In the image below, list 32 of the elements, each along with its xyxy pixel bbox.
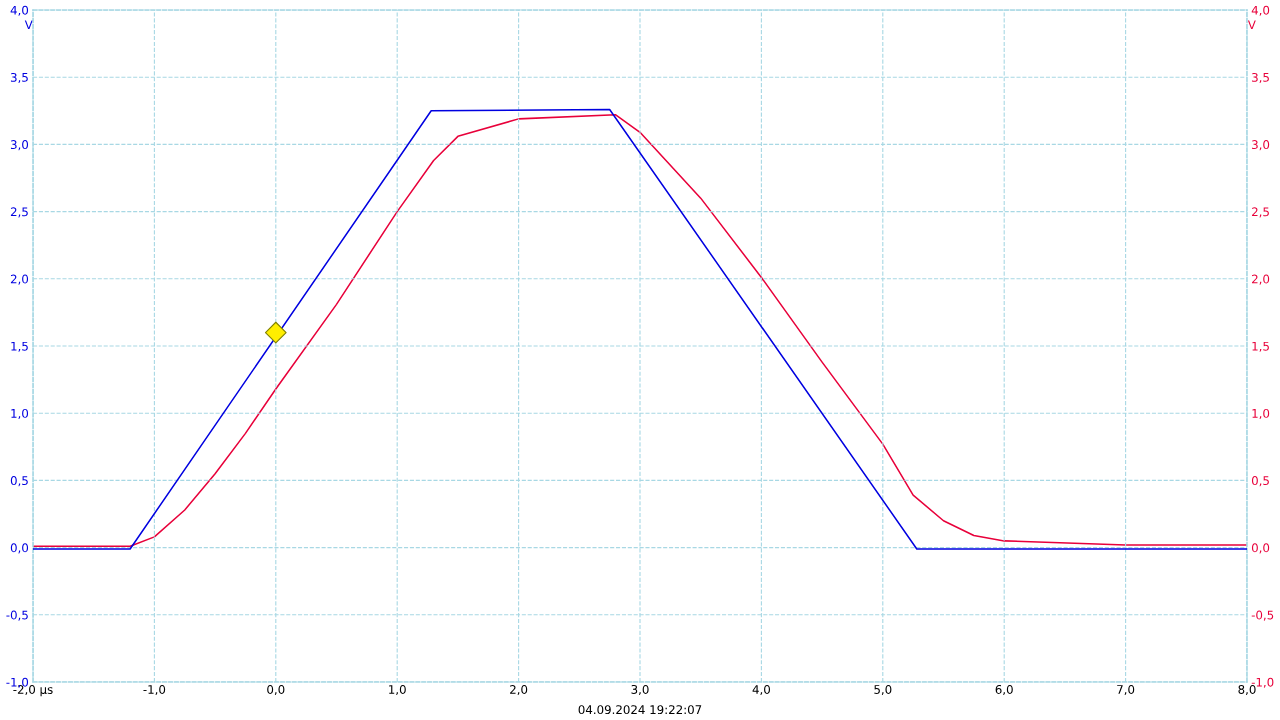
y-tick-label: 2,0 [10,274,29,285]
y2-tick-label: 4,0 [1251,5,1270,16]
y-tick-label: 3,0 [10,140,29,151]
y2-tick-label: 0,0 [1251,543,1270,554]
y2-tick-label: 2,5 [1252,207,1269,218]
x-tick-label: 3,0 [631,684,649,696]
y-tick-label: 1,0 [11,408,29,420]
x-tick-label: 4,0 [752,684,770,696]
x-tick-label: -1,0 [143,684,166,696]
x-tick-label: 6,0 [995,684,1013,696]
y-tick-label: 3,5 [10,72,28,84]
x-tick-label: 5,0 [874,684,892,696]
x-tick-label: 7,0 [1117,684,1135,696]
y2-tick-label: 3,5 [1252,72,1269,84]
y-tick-label: -0,5 [6,610,28,621]
x-tick-label: 0,0 [267,684,285,696]
x-tick-label: 2,0 [510,684,528,696]
y2-tick-label: 3,0 [1252,140,1270,151]
y2-tick-label: 1,5 [1252,341,1269,352]
y2-tick-label: 2,0 [1252,274,1270,285]
y-tick-label: 4,0 [10,5,29,16]
y-tick-label: 2,5 [10,207,28,218]
text: 04.09.2024 19:22:07 [578,705,702,715]
y2-tick-label: 1,0 [1252,408,1270,420]
y2-tick-label: 0,5 [1251,476,1269,487]
y-tick-label: 0,5 [10,476,28,487]
y-tick-label: 0,0 [10,543,29,554]
y2-axis-title: V [1247,20,1256,30]
y-tick-label: 1,5 [11,341,28,352]
y-axis-title: V [24,20,33,30]
y2-tick-label: -0,5 [1251,610,1274,621]
x-tick-label: 1,0 [389,684,406,696]
